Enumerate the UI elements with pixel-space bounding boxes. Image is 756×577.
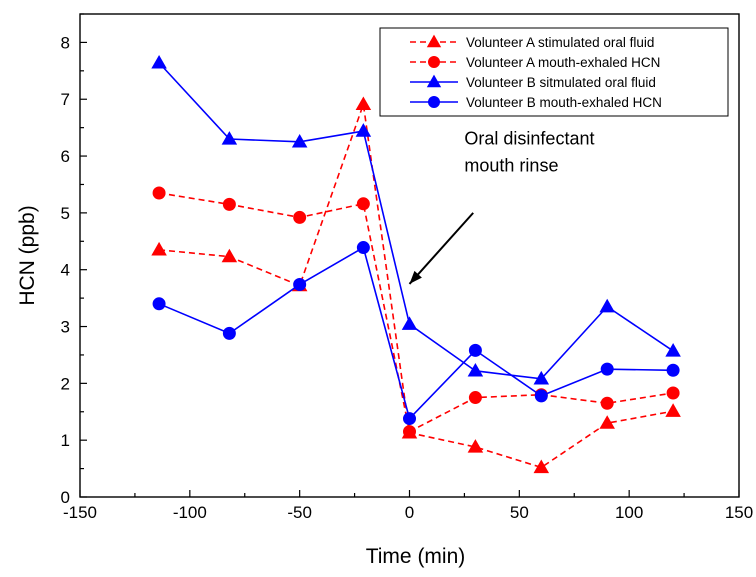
y-axis-title: HCN (ppb) bbox=[16, 205, 39, 305]
y-tick-label: 1 bbox=[61, 431, 70, 450]
y-tick-label: 3 bbox=[61, 318, 70, 337]
data-point bbox=[666, 386, 680, 400]
data-point bbox=[665, 343, 681, 357]
legend-label: Volunteer B mouth-exhaled HCN bbox=[466, 95, 662, 110]
data-point bbox=[534, 389, 548, 403]
data-point bbox=[356, 197, 370, 211]
data-point bbox=[151, 241, 167, 256]
annotation-text: Oral disinfectant bbox=[464, 129, 594, 149]
x-tick-label: -50 bbox=[287, 503, 312, 522]
annotation-text: mouth rinse bbox=[464, 156, 558, 176]
series-4 bbox=[152, 241, 680, 426]
y-tick-label: 5 bbox=[61, 204, 70, 223]
y-tick-label: 6 bbox=[61, 147, 70, 166]
data-point bbox=[467, 439, 484, 453]
legend-label: Volunteer B sitmulated oral fluid bbox=[466, 75, 656, 90]
data-point bbox=[221, 248, 238, 263]
data-point bbox=[355, 123, 372, 137]
data-point bbox=[293, 210, 307, 224]
legend-item: Volunteer B mouth-exhaled HCN bbox=[410, 95, 662, 110]
data-point bbox=[533, 459, 550, 474]
data-point bbox=[356, 241, 370, 255]
x-tick-label: 50 bbox=[510, 503, 529, 522]
data-point bbox=[152, 186, 166, 200]
annotation: Oral disinfectant mouth rinse bbox=[408, 129, 594, 285]
legend-item: Volunteer B sitmulated oral fluid bbox=[410, 74, 656, 90]
data-point bbox=[291, 133, 308, 148]
legend-label: Volunteer A stimulated oral fluid bbox=[466, 35, 654, 50]
series-line bbox=[158, 192, 674, 433]
x-tick-label: 150 bbox=[725, 503, 753, 522]
data-point bbox=[293, 277, 307, 291]
data-point bbox=[222, 197, 236, 211]
series-3 bbox=[151, 54, 681, 385]
data-point bbox=[403, 425, 416, 439]
data-point bbox=[221, 131, 238, 145]
data-point bbox=[468, 343, 482, 357]
series-1 bbox=[151, 96, 681, 474]
data-point bbox=[599, 415, 615, 429]
x-tick-label: 100 bbox=[615, 503, 643, 522]
data-point bbox=[403, 412, 416, 426]
x-tick-label: 0 bbox=[405, 503, 414, 522]
data-point bbox=[600, 362, 614, 376]
y-tick-label: 8 bbox=[61, 33, 70, 52]
x-axis-title: Time (min) bbox=[366, 545, 466, 568]
data-point bbox=[467, 362, 484, 377]
legend-item: Volunteer A stimulated oral fluid bbox=[410, 34, 654, 50]
annotation-arrow-head bbox=[409, 270, 422, 284]
plot-area bbox=[151, 54, 681, 474]
legend-marker bbox=[426, 74, 442, 88]
legend-marker bbox=[428, 56, 440, 68]
y-tick-label: 0 bbox=[61, 488, 70, 507]
data-point bbox=[665, 403, 681, 417]
annotation-arrow-line bbox=[408, 212, 474, 285]
series-2 bbox=[152, 186, 680, 439]
legend-marker bbox=[426, 34, 442, 48]
data-point bbox=[151, 54, 167, 69]
data-point bbox=[152, 297, 166, 311]
axes: -150 -100 -50 0 50 100 150 0 1 2 3 4 5 6 7 8 Time (min) H… bbox=[16, 13, 753, 568]
x-tick-label: -100 bbox=[173, 503, 207, 522]
data-point bbox=[222, 326, 236, 340]
y-tick-label: 4 bbox=[61, 261, 70, 280]
annotation-1: Oral disinfectant mouth rinse bbox=[408, 129, 594, 285]
data-point bbox=[401, 316, 418, 330]
x-tick-label: -150 bbox=[63, 503, 97, 522]
legend: Volunteer A stimulated oral fluid Volunte… bbox=[379, 27, 729, 117]
legend-item: Volunteer A mouth-exhaled HCN bbox=[410, 55, 660, 70]
data-point bbox=[666, 363, 680, 377]
data-point bbox=[600, 396, 614, 410]
series-line bbox=[159, 104, 674, 469]
data-point bbox=[468, 391, 482, 405]
y-tick-label: 7 bbox=[61, 90, 70, 109]
legend-marker bbox=[428, 96, 440, 108]
data-point bbox=[355, 96, 372, 111]
data-point bbox=[599, 298, 615, 313]
data-point bbox=[533, 370, 550, 385]
legend-label: Volunteer A mouth-exhaled HCN bbox=[466, 55, 660, 70]
y-tick-label: 2 bbox=[61, 374, 70, 393]
